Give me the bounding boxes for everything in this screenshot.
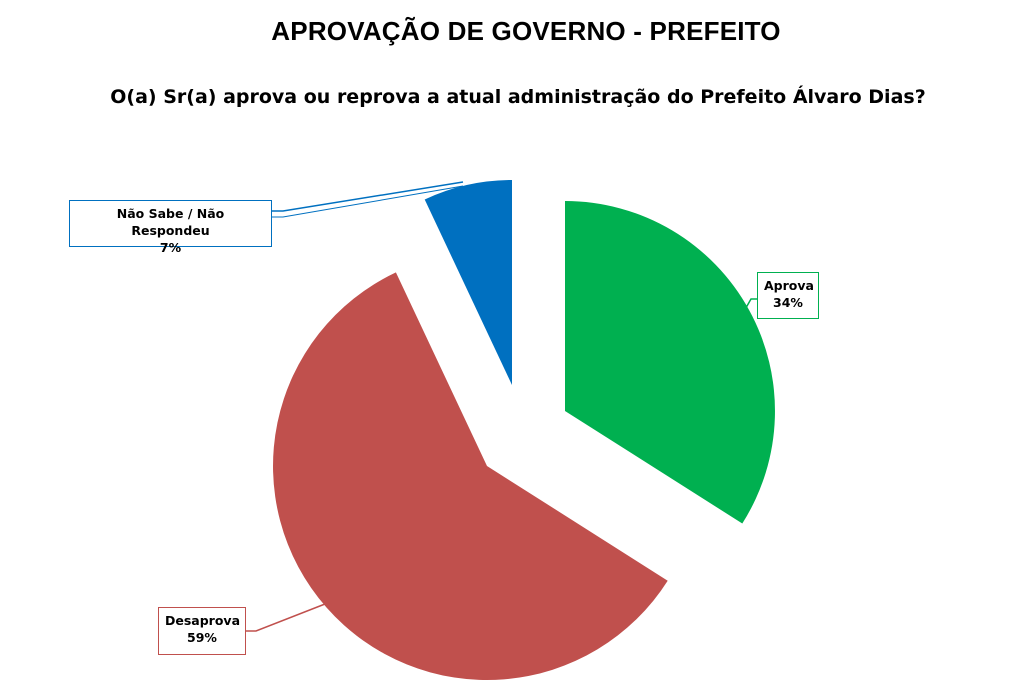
slice-label-name: Aprova bbox=[764, 278, 814, 293]
slice-label-value: 59% bbox=[187, 630, 217, 645]
slice-label-aprova: Aprova 34% bbox=[757, 272, 819, 319]
leader-line bbox=[272, 181, 464, 212]
pie-slice-desaprova bbox=[273, 272, 668, 681]
slice-label-value: 7% bbox=[159, 240, 182, 255]
leader-line bbox=[246, 603, 326, 632]
slice-label-name: Desaprova bbox=[165, 613, 241, 628]
leader-line bbox=[272, 185, 464, 218]
pie-slice-nao-sabe bbox=[424, 180, 512, 385]
chart-question: O(a) Sr(a) aprova ou reprova a atual adm… bbox=[110, 86, 926, 108]
slice-label-name: Não Sabe / Não Respondeu bbox=[116, 206, 225, 238]
slice-label-value: 34% bbox=[773, 295, 803, 310]
chart-title: APROVAÇÃO DE GOVERNO - PREFEITO bbox=[271, 16, 781, 46]
slice-label-desaprova: Desaprova 59% bbox=[158, 607, 246, 655]
slice-label-nao-sabe: Não Sabe / Não Respondeu 7% bbox=[69, 200, 272, 255]
pie-slice-aprova bbox=[565, 201, 775, 524]
